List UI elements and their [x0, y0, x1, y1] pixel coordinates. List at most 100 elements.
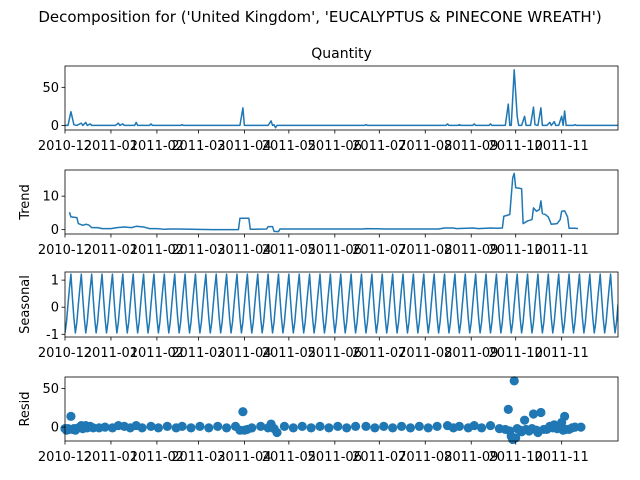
x-tick-label: 2010-12	[38, 346, 92, 361]
resid-point	[536, 407, 546, 418]
x-tick-label: 2011-09	[444, 450, 498, 465]
resid-point	[405, 423, 416, 433]
x-tick-label: 2011-11	[534, 346, 588, 361]
resid-point	[509, 376, 519, 386]
series-line-2	[68, 172, 579, 233]
resid-point	[333, 421, 343, 431]
x-tick-label: 2011-09	[444, 243, 498, 258]
resid-point	[454, 421, 464, 431]
x-tick-label: 2011-05	[262, 243, 316, 258]
x-tick-label: 2011-10	[489, 450, 543, 465]
x-tick-label: 2010-12	[38, 139, 92, 154]
y-tick-label: 0	[51, 119, 59, 134]
x-tick-label: 2011-03	[171, 346, 225, 361]
resid-point	[66, 411, 76, 421]
resid-point	[560, 411, 570, 421]
resid-point	[279, 421, 290, 431]
x-tick-label: 2011-04	[217, 139, 271, 154]
x-tick-label: 2011-10	[489, 346, 543, 361]
resid-point	[162, 421, 172, 431]
figure-suptitle: Decomposition for ('United Kingdom', 'EU…	[38, 8, 601, 26]
x-tick-label: 2011-10	[489, 243, 543, 258]
series-line-3	[65, 273, 618, 334]
x-tick-label: 2011-10	[489, 139, 543, 154]
axes-title: Quantity	[311, 46, 372, 62]
x-tick-label: 2010-12	[38, 450, 92, 465]
resid-point	[469, 420, 479, 431]
x-tick-label: 2011-04	[217, 450, 271, 465]
resid-point	[485, 420, 496, 431]
resid-point	[256, 421, 266, 431]
resid-point	[511, 433, 521, 443]
x-tick-label: 2011-07	[352, 346, 406, 361]
x-tick-label: 2011-08	[398, 243, 452, 258]
y-axis-label: Seasonal	[18, 275, 33, 334]
y-tick-label: 0	[51, 301, 59, 316]
axes-frame	[64, 376, 619, 442]
resid-point	[350, 421, 361, 431]
resid-point	[195, 421, 205, 431]
x-tick-label: 2011-09	[444, 139, 498, 154]
y-tick-label: 1	[51, 274, 59, 289]
x-tick-label: 2011-01	[84, 139, 138, 154]
x-tick-label: 2010-12	[38, 243, 92, 258]
resid-point	[477, 423, 487, 433]
resid-point	[177, 421, 187, 431]
resid-point	[423, 423, 433, 433]
resid-point	[213, 421, 223, 431]
resid-point	[576, 422, 586, 432]
axes-frame	[64, 65, 619, 131]
resid-point	[222, 423, 232, 433]
resid-point	[153, 423, 163, 433]
resid-point	[204, 423, 214, 433]
axes-frame	[64, 169, 619, 235]
resid-point	[288, 423, 298, 433]
resid-point	[306, 423, 316, 433]
resid-point	[186, 423, 196, 433]
y-axis-label: Trend	[18, 184, 33, 221]
resid-point	[370, 423, 380, 433]
panel-2: 0102010-122011-012011-022011-032011-0420…	[18, 169, 619, 258]
y-tick-label: -1	[46, 328, 59, 343]
x-tick-label: 2011-06	[308, 243, 362, 258]
x-tick-label: 2011-11	[534, 139, 588, 154]
x-tick-label: 2011-09	[444, 346, 498, 361]
y-tick-label: 0	[51, 223, 59, 238]
x-tick-label: 2011-06	[308, 450, 362, 465]
x-tick-label: 2011-08	[398, 346, 452, 361]
x-tick-label: 2011-05	[262, 450, 316, 465]
resid-point	[379, 421, 389, 431]
x-tick-label: 2011-03	[171, 450, 225, 465]
resid-point	[247, 423, 257, 433]
x-tick-label: 2011-08	[398, 139, 452, 154]
y-tick-label: 10	[42, 190, 59, 205]
resid-point	[100, 422, 110, 432]
x-tick-label: 2011-01	[84, 450, 138, 465]
x-tick-label: 2011-11	[534, 243, 588, 258]
x-tick-label: 2011-05	[262, 346, 316, 361]
x-tick-label: 2011-11	[534, 450, 588, 465]
resid-point	[324, 423, 334, 433]
x-tick-label: 2011-01	[84, 346, 138, 361]
y-tick-label: 50	[42, 382, 59, 397]
x-tick-label: 2011-04	[217, 243, 271, 258]
resid-point	[528, 409, 539, 419]
resid-point	[238, 407, 248, 417]
panel-1: 0502010-122011-012011-022011-032011-0420…	[38, 46, 619, 154]
resid-point	[361, 421, 371, 431]
resid-point	[315, 421, 325, 431]
axes-frame	[64, 271, 619, 338]
x-tick-label: 2011-06	[308, 346, 362, 361]
y-tick-label: 50	[42, 81, 59, 96]
y-tick-label: 0	[51, 421, 59, 436]
panel-3: -1012010-122011-012011-022011-032011-042…	[18, 271, 619, 361]
x-tick-label: 2011-07	[352, 139, 406, 154]
x-tick-label: 2011-04	[217, 346, 271, 361]
panel-4: 0502010-122011-012011-022011-032011-0420…	[18, 376, 619, 465]
x-tick-label: 2011-01	[84, 243, 138, 258]
resid-point	[520, 415, 530, 425]
x-tick-label: 2011-07	[352, 243, 406, 258]
x-tick-label: 2011-08	[398, 450, 452, 465]
x-tick-label: 2011-03	[171, 243, 225, 258]
